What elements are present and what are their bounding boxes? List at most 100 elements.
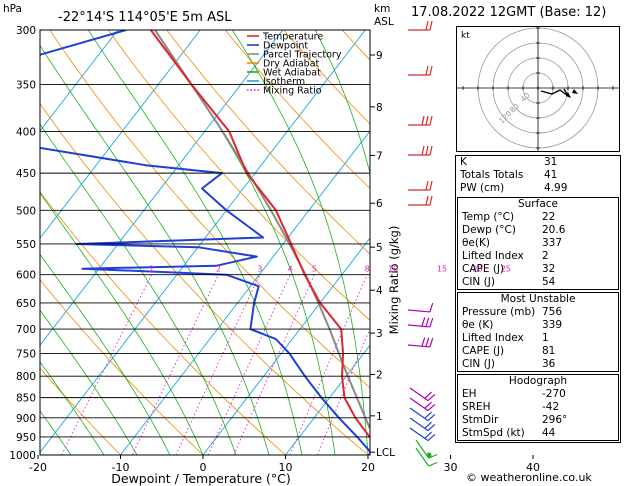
pressure-tick-label: 750: [16, 348, 36, 360]
isotherm-line: [120, 130, 370, 455]
mixing-ratio-label: 25: [501, 265, 511, 274]
legend-dewpoint: Dewpoint: [263, 41, 308, 52]
pressure-tick-label: 350: [16, 79, 36, 91]
km-tick-label: 6: [376, 198, 383, 210]
wet-adiabat-line: [397, 30, 436, 455]
hodograph-section: Hodograph EH -270 SREH -42 StmDir 296° StmSpd (…: [457, 374, 619, 441]
unstable-cape-j-label: CAPE (J): [462, 345, 505, 357]
unstable-lifted-index-label: Lifted Index: [462, 332, 524, 344]
pressure-tick-label: 400: [16, 127, 36, 139]
index-k-row: K 31: [456, 156, 620, 169]
hodograph-sreh-label: SREH: [462, 401, 491, 413]
pressure-tick-label: 700: [16, 324, 36, 336]
unstable-pressure-mb-value: 756: [542, 306, 563, 318]
surface-temp-c-label: Temp (°C): [462, 211, 515, 223]
dry-adiabat-line: [40, 367, 121, 455]
index-k-value: 31: [544, 156, 558, 168]
index-totals-totals-label: Totals Totals: [460, 169, 524, 181]
surface-wind-dot: [426, 452, 432, 458]
hodograph-eh-value: -270: [542, 388, 566, 400]
hodograph-arrow: [566, 92, 571, 98]
surface-cape-j-value: 32: [542, 263, 556, 275]
pressure-tick-label: 500: [16, 205, 36, 217]
km-tick-label: LCL: [376, 447, 395, 459]
km-tick-label: 1: [376, 411, 383, 423]
km-label: km: [374, 3, 390, 15]
legend-dry-adiabat: Dry Adiabat: [263, 59, 320, 70]
surface-dewp-c-row: Dewp (°C) 20.6: [458, 224, 618, 237]
hodograph-trace: [540, 88, 569, 97]
mixing-ratio-label: 15: [437, 265, 447, 274]
unstable-e-k-label: θe (K): [462, 319, 494, 331]
legend-mixing-ratio: Mixing Ratio: [263, 86, 322, 97]
hodograph-sreh-row: SREH -42: [458, 401, 618, 414]
unstable-cin-j-value: 36: [542, 358, 556, 370]
wind-barb: [415, 439, 438, 459]
isotherm-line: [202, 237, 370, 455]
wet-adiabat-line: [314, 30, 370, 175]
wind-barb: [407, 337, 434, 348]
pressure-tick-label: 300: [16, 25, 36, 37]
unstable-cape-j-row: CAPE (J) 81: [458, 345, 618, 358]
surface-lifted-index-row: Lifted Index 2: [458, 250, 618, 263]
wind-barb: [409, 397, 436, 412]
wind-barb: [408, 195, 433, 206]
wind-barb: [408, 20, 433, 31]
wind-barb: [409, 427, 436, 442]
hodograph-section-title: Hodograph: [508, 375, 568, 387]
hodograph-stmdir-label: StmDir: [462, 414, 499, 426]
temperature-tick-label: 20: [361, 461, 375, 474]
hodograph-stmdir-value: 296°: [542, 414, 568, 426]
index-pw-cm-value: 4.99: [544, 182, 568, 194]
index-k-label: K: [460, 156, 467, 168]
isotherm-line: [40, 30, 201, 239]
mixing-ratio-line: [175, 274, 261, 455]
hodograph-eh-row: EH -270: [458, 388, 618, 401]
hodograph-eh-label: EH: [462, 388, 477, 400]
mixing-ratio-label: 2: [216, 265, 221, 274]
unstable-section-title: Most Unstable: [500, 293, 576, 305]
surface-dewp-c-label: Dewp (°C): [462, 224, 516, 236]
unstable-lifted-index-row: Lifted Index 1: [458, 332, 618, 345]
km-tick-label: 8: [376, 102, 383, 114]
hpa-label: hPa: [3, 3, 22, 15]
valid-datetime: 17.08.2022 12GMT (Base: 12): [411, 5, 607, 20]
temperature-tick-label: 30: [444, 461, 458, 474]
dry-adiabat-line: [224, 30, 370, 190]
mixing-ratio-label: 3: [257, 265, 262, 274]
surface-cin-j-row: CIN (J) 54: [458, 276, 618, 289]
unstable-section: Most Unstable Pressure (mb) 756 θe (K) 339 Li…: [457, 292, 619, 372]
legend-isotherm: Isotherm: [263, 77, 305, 88]
wet-adiabat-line: [40, 361, 105, 455]
legend-wet-adiabat: Wet Adiabat: [263, 68, 321, 79]
surface-e-k-label: θe(K): [462, 237, 490, 249]
km-tick-label: 4: [376, 285, 383, 297]
index-totals-totals-value: 41: [544, 169, 558, 181]
mixing-ratio-axis-title: Mixing Ratio (g/kg): [387, 226, 401, 335]
surface-lifted-index-value: 2: [542, 250, 549, 262]
temperature-tick-label: 40: [526, 461, 540, 474]
mixing-ratio-label: 4: [288, 265, 293, 274]
plot-frame: [39, 29, 371, 456]
surface-temp-c-value: 22: [542, 211, 556, 223]
km-tick-label: 9: [376, 50, 383, 62]
mixing-ratio-line: [233, 274, 315, 455]
hodograph-ring-label: 40: [519, 91, 532, 104]
surface-e-k-row: θe(K) 337: [458, 237, 618, 250]
mixing-ratio-label: 20: [472, 265, 482, 274]
pressure-tick-label: 950: [16, 432, 36, 444]
index-pw-cm-row: PW (cm) 4.99: [456, 182, 620, 195]
wind-barb: [407, 317, 434, 328]
hodograph-sreh-value: -42: [542, 401, 560, 413]
index-totals-totals-row: Totals Totals 41: [456, 169, 620, 182]
temperature-tick-label: -10: [112, 461, 130, 474]
temperature-tick-label: -20: [29, 461, 47, 474]
indices-table: K 31 Totals Totals 41 PW (cm) 4.99 Surface Temp…: [455, 155, 621, 443]
pressure-tick-label: 550: [16, 239, 36, 251]
mixing-ratio-line: [207, 274, 291, 455]
location-title: -22°14'S 114°05'E 5m ASL: [58, 10, 232, 25]
wind-barb: [407, 302, 434, 313]
pressure-tick-label: 800: [16, 371, 36, 383]
mixing-ratio-label: 5: [312, 265, 317, 274]
